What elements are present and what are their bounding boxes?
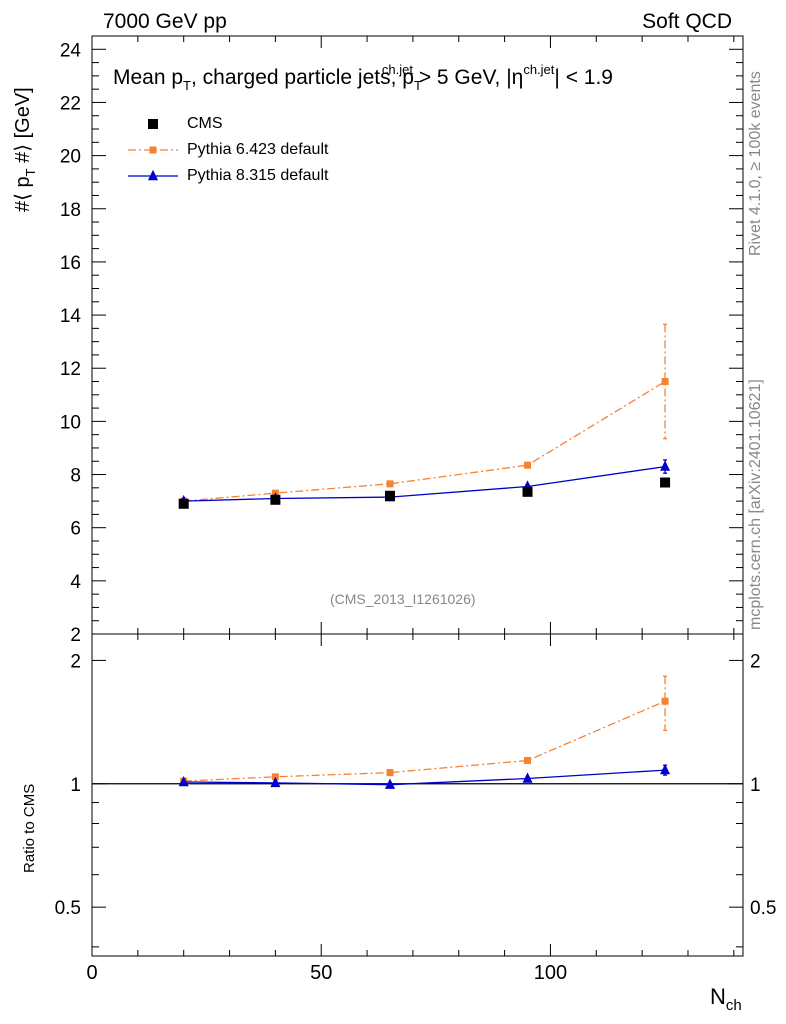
ratio-y-tick-label: 2 — [70, 651, 81, 672]
x-axis-title-part: ch — [725, 997, 742, 1014]
ratio-y-tick-label-right: 0.5 — [750, 898, 776, 919]
y-tick-label: 20 — [60, 147, 81, 168]
cms-point — [178, 498, 189, 509]
y-axis-title-part: T — [23, 168, 38, 177]
title-part: Mean p — [113, 66, 184, 89]
ratio-pythia8-point — [660, 763, 671, 775]
ratio-pythia8-point — [178, 775, 189, 787]
legend-label: Pythia 8.315 default — [187, 167, 329, 184]
y-tick-label: 6 — [70, 519, 81, 540]
title-part: T — [413, 78, 422, 93]
ratio-plot-frame — [91, 633, 744, 957]
chart-title: Mean pT, charged particle jets, pTch.jet… — [113, 62, 613, 93]
analysis-id: (CMS_2013_I1261026) — [330, 591, 476, 607]
energy-label: 7000 GeV pp — [103, 10, 227, 33]
x-axis-title: Nch — [710, 984, 742, 1014]
ratio-pythia8-point — [270, 776, 281, 788]
x-tick-label: 0 — [86, 962, 97, 984]
legend-label: CMS — [187, 115, 223, 132]
y-tick-label: 22 — [60, 93, 81, 114]
ratio-y-tick-label-right: 1 — [750, 775, 761, 796]
pythia6-point — [524, 461, 532, 469]
pythia6-point — [661, 378, 669, 386]
rivet-label: Rivet 4.1.0, ≥ 100k events — [747, 71, 764, 256]
ratio-pythia6-point — [524, 756, 532, 764]
y-tick-label: 2 — [70, 625, 81, 646]
ratio-pythia8-point — [384, 778, 395, 789]
title-part: > 5 GeV, |η — [412, 66, 524, 89]
x-tick-label: 100 — [534, 962, 567, 984]
pythia6-point — [386, 480, 394, 488]
y-tick-label: 16 — [60, 253, 81, 274]
x-tick-label: 50 — [310, 962, 332, 984]
legend-symbol-pythia6 — [149, 146, 157, 154]
x-axis-title-part: N — [710, 984, 726, 1009]
pythia6-line — [183, 380, 666, 502]
legend-symbol-pythia8 — [148, 169, 158, 181]
y-tick-label: 8 — [70, 466, 81, 487]
ratio-pythia6-point — [661, 697, 669, 705]
y-axis-title-part: #⟨ p — [12, 176, 34, 212]
ratio-pythia8-line — [183, 769, 666, 786]
ratio-y-tick-label: 0.5 — [55, 898, 81, 919]
y-tick-label: 12 — [60, 359, 81, 380]
title-part: , charged particle jets, p — [191, 66, 414, 89]
ratio-y-tick-label: 1 — [70, 775, 81, 796]
title-part: ch.jet — [523, 62, 555, 77]
process-label: Soft QCD — [642, 10, 732, 33]
y-tick-label: 18 — [60, 200, 81, 221]
title-part: | < 1.9 — [554, 66, 613, 89]
cms-point — [384, 490, 395, 501]
ratio-pythia8-point — [522, 772, 533, 783]
title-part: ch.jet — [381, 62, 413, 77]
y-axis-title: #⟨ pT #⟩ [GeV] — [10, 87, 38, 212]
y-tick-label: 10 — [60, 412, 81, 433]
y-tick-label: 4 — [70, 572, 81, 593]
ratio-axis-title: Ratio to CMS — [21, 783, 38, 873]
cms-point — [660, 477, 671, 488]
y-axis-title-part: #⟩ [GeV] — [12, 87, 34, 169]
ratio-pythia6-line — [183, 700, 666, 782]
legend-symbol-cms — [148, 119, 158, 129]
ratio-pythia6-point — [386, 769, 394, 777]
ratio-y-tick-label-right: 2 — [750, 651, 761, 672]
y-tick-label: 14 — [60, 306, 82, 327]
cms-point — [270, 494, 281, 505]
y-tick-label: 24 — [60, 40, 82, 61]
pythia8-point — [660, 460, 671, 471]
title-part: T — [183, 78, 191, 93]
mcplots-label: mcplots.cern.ch [arXiv:2401.10621] — [747, 379, 764, 630]
cms-point — [522, 486, 533, 497]
legend-label: Pythia 6.423 default — [187, 141, 329, 158]
pythia8-line — [183, 465, 666, 502]
